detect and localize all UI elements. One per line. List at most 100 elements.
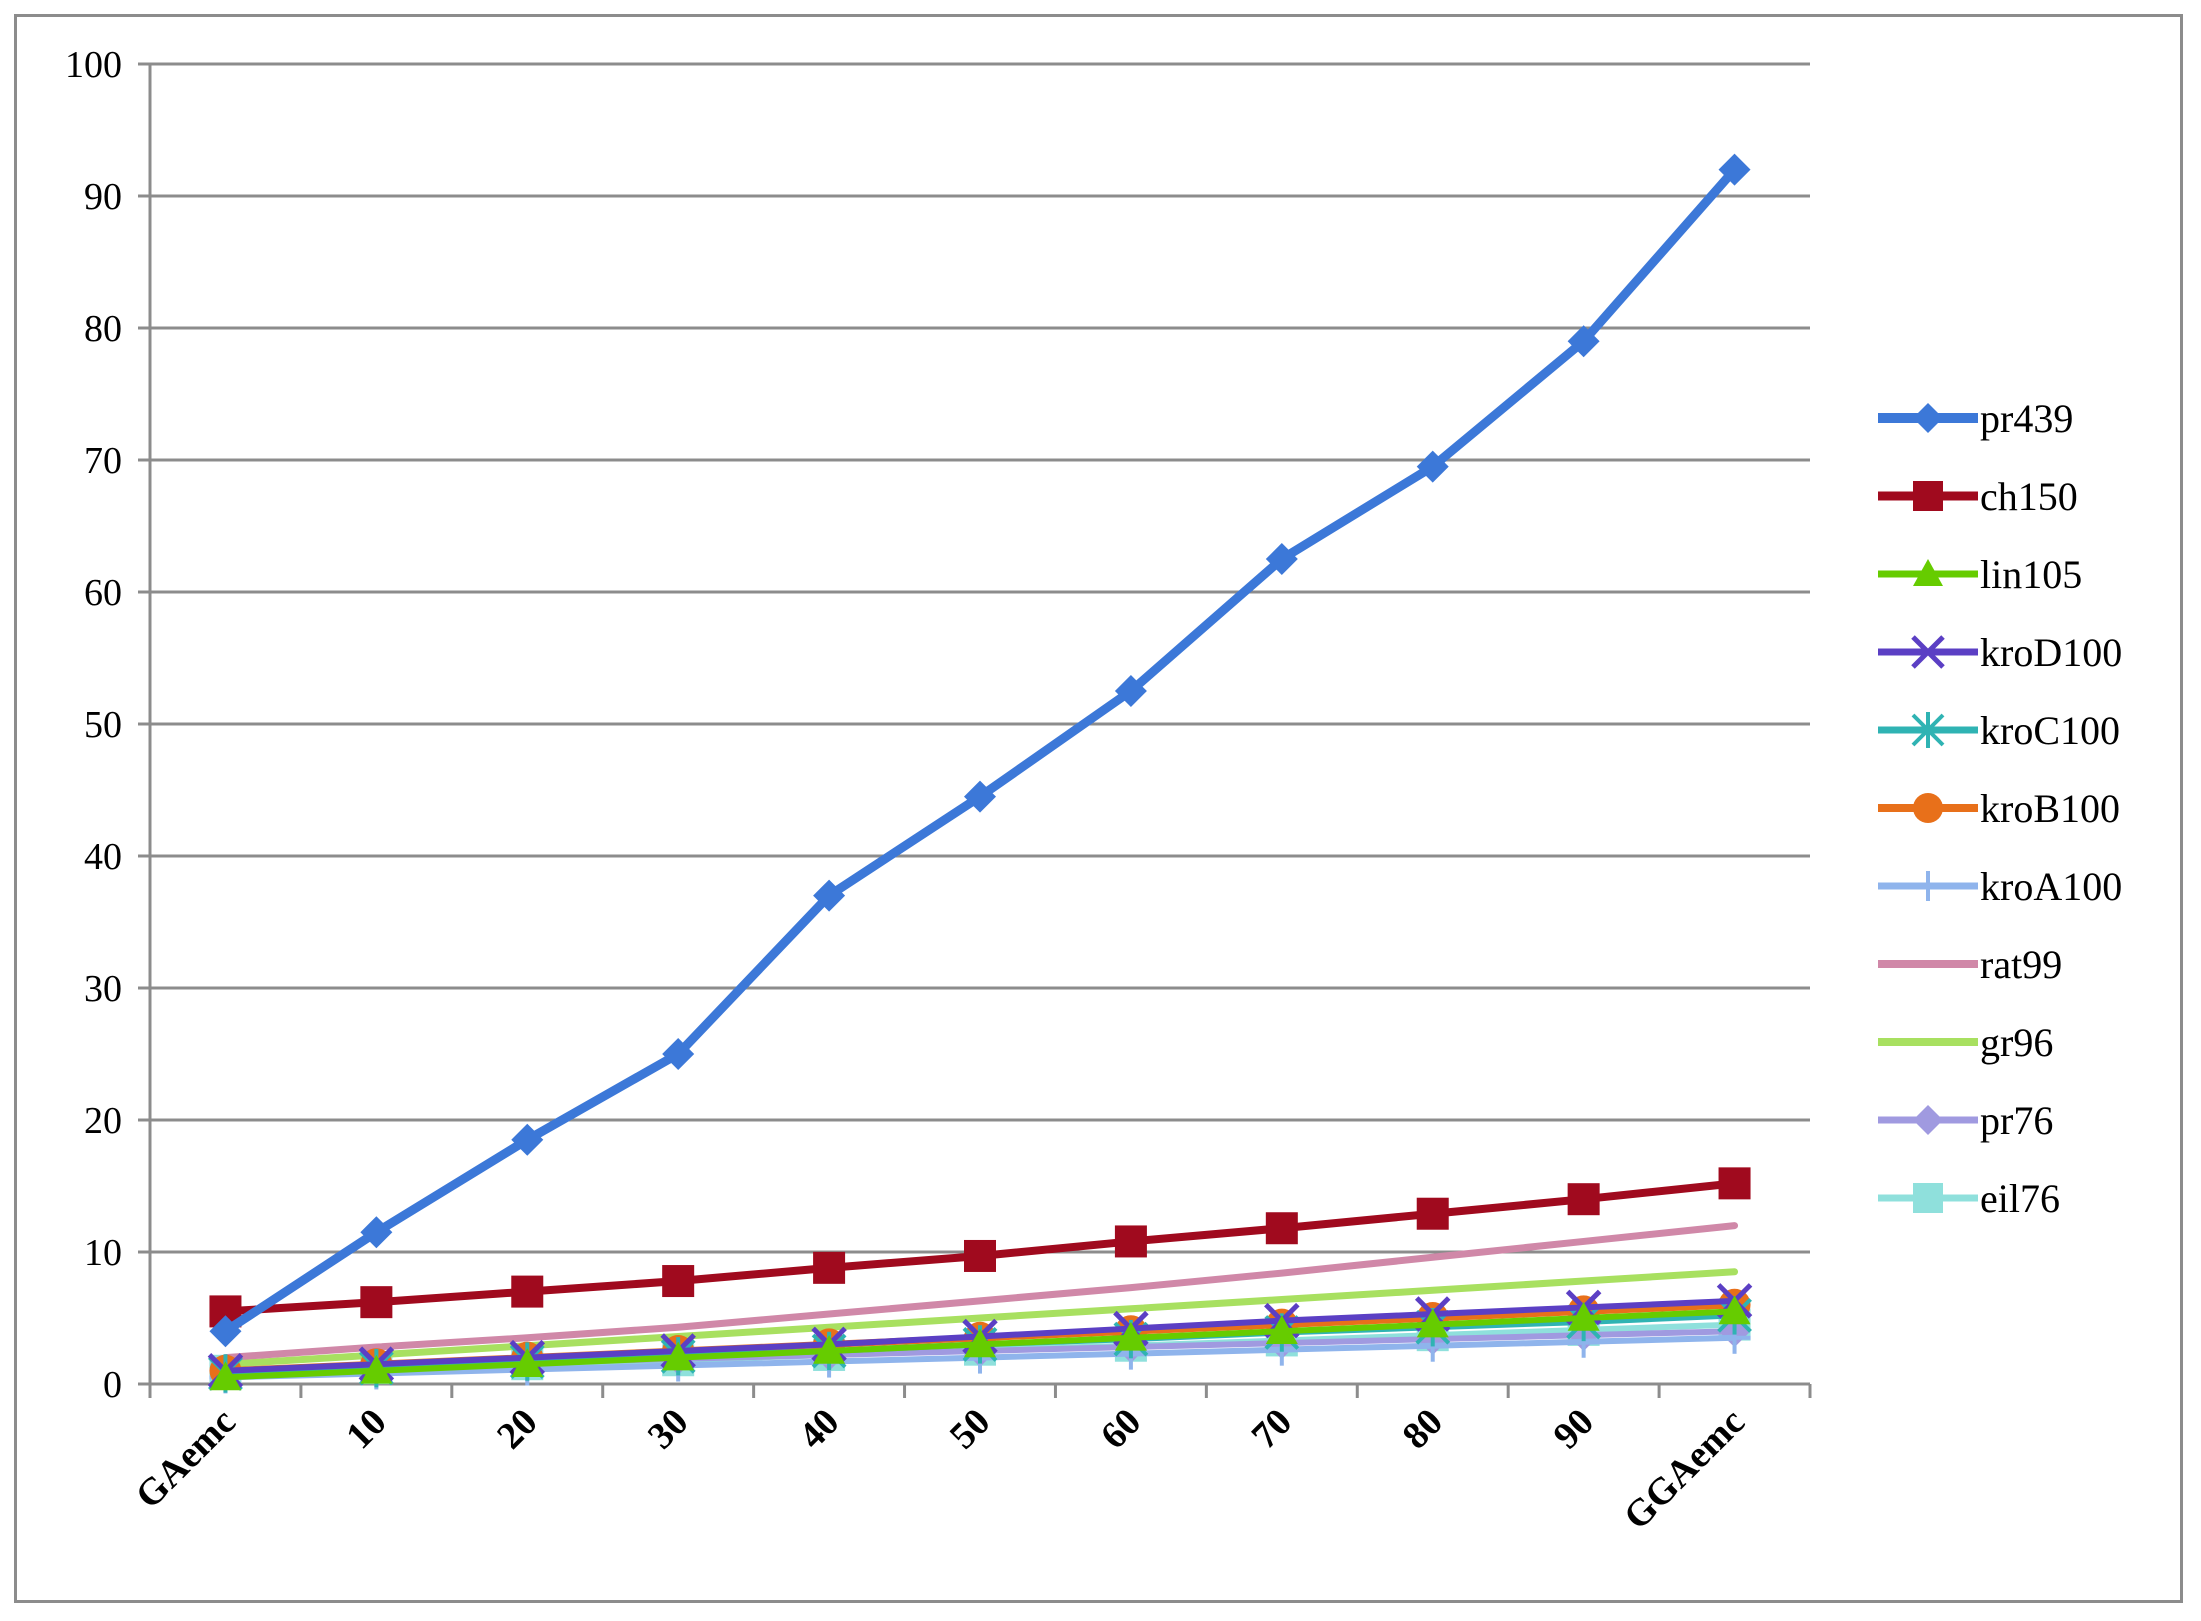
data-point-pr439-80: [1416, 450, 1449, 483]
legend-label-kroA100: kroA100: [1980, 864, 2122, 909]
legend-item-rat99: rat99: [1878, 942, 2062, 987]
legend-marker-eil76: [1913, 1183, 1943, 1213]
y-tick-label-0: 0: [103, 1364, 122, 1406]
data-point-lin105-10: [360, 1354, 393, 1384]
data-point-pr439-20: [511, 1123, 544, 1156]
data-point-lin105-80: [1416, 1308, 1449, 1338]
y-tick-label-90: 90: [84, 176, 122, 218]
x-axis-tick-labels: GAemc 10 20 30 40 50 60 70 80 90 GGAemc: [128, 1401, 1753, 1538]
legend-item-ch150: ch150: [1878, 474, 2078, 519]
data-point-lin105-60: [1114, 1321, 1147, 1351]
y-tick-label-10: 10: [84, 1232, 122, 1274]
legend-label-gr96: gr96: [1980, 1020, 2053, 1065]
x-tick-label-80: 80: [1395, 1401, 1452, 1458]
data-point-pr439-30: [662, 1038, 695, 1070]
data-point-lin105-GAemc: [209, 1361, 242, 1391]
data-point-ch150-30: [662, 1265, 695, 1298]
x-tick-label-GAemc: GAemc: [128, 1401, 244, 1517]
data-point-lin105-90: [1567, 1302, 1600, 1331]
x-tick-label-70: 70: [1244, 1401, 1301, 1458]
series-ch150: [209, 1167, 1751, 1328]
legend-label-pr439: pr439: [1980, 396, 2073, 441]
x-tick-label-30: 30: [640, 1401, 697, 1458]
legend-item-eil76: eil76: [1878, 1176, 2060, 1221]
data-point-pr439-40: [813, 879, 846, 912]
legend-label-rat99: rat99: [1980, 942, 2062, 987]
series-line-rat99: [221, 1222, 1739, 1362]
legend-label-ch150: ch150: [1980, 474, 2078, 519]
legend-item-kroA100: kroA100: [1878, 864, 2122, 909]
y-tick-label-40: 40: [84, 836, 122, 878]
data-point-pr439-90: [1567, 325, 1600, 358]
data-point-lin105-20: [511, 1348, 544, 1377]
series-lines: [207, 153, 1753, 1394]
legend-marker-lin105: [1913, 559, 1943, 586]
legend-item-lin105: lin105: [1878, 552, 2082, 597]
x-tick-label-60: 60: [1093, 1401, 1150, 1458]
y-tick-label-30: 30: [84, 968, 122, 1010]
legend-label-kroC100: kroC100: [1980, 708, 2120, 753]
legend-item-pr439: pr439: [1878, 396, 2073, 441]
data-point-pr439-GGAemc: [1718, 153, 1751, 186]
legend-marker-kroA100: [1913, 871, 1943, 901]
x-tick-label-50: 50: [942, 1401, 999, 1458]
legend-marker-ch150: [1913, 481, 1943, 511]
data-point-pr439-10: [360, 1216, 393, 1249]
data-point-ch150-20: [511, 1275, 544, 1308]
data-point-lin105-50: [964, 1328, 996, 1358]
data-point-ch150-80: [1416, 1197, 1449, 1230]
y-axis-tick-labels: 0 10 20 30 40 50 60 70 80 90 100: [65, 44, 122, 1406]
y-tick-label-20: 20: [84, 1100, 122, 1142]
series-line-gr96: [221, 1268, 1739, 1368]
legend-label-kroB100: kroB100: [1980, 786, 2120, 831]
data-point-ch150-GGAemc: [1718, 1167, 1751, 1200]
data-point-ch150-90: [1567, 1183, 1600, 1216]
data-point-lin105-30: [662, 1341, 695, 1371]
data-point-pr439-50: [964, 780, 996, 813]
series-gr96: [221, 1268, 1739, 1368]
data-point-pr439-60: [1114, 675, 1147, 707]
legend-marker-kroD100: [1911, 635, 1945, 669]
grid-lines: [150, 62, 1810, 1254]
legend-marker-pr76: [1913, 1105, 1943, 1135]
series-pr439: [209, 153, 1751, 1348]
data-point-ch150-40: [813, 1251, 846, 1284]
series-lin105: [209, 1295, 1751, 1391]
legend-label-pr76: pr76: [1980, 1098, 2053, 1143]
data-point-lin105-40: [813, 1335, 846, 1364]
axes: [138, 62, 1812, 1398]
x-tick-label-90: 90: [1545, 1401, 1602, 1458]
legend-item-kroD100: kroD100: [1878, 630, 2122, 675]
legend-marker-kroC100: [1911, 712, 1945, 748]
data-point-ch150-10: [360, 1286, 393, 1319]
legend: pr439 ch150 lin105 kroD100 kroC100 kroB100 kro…: [1878, 396, 2122, 1221]
y-tick-label-50: 50: [84, 704, 122, 746]
y-tick-label-60: 60: [84, 572, 122, 614]
legend-marker-pr439: [1913, 403, 1943, 433]
legend-item-kroB100: kroB100: [1878, 786, 2120, 831]
legend-item-pr76: pr76: [1878, 1098, 2053, 1143]
x-tick-label-40: 40: [791, 1401, 848, 1458]
legend-label-eil76: eil76: [1980, 1176, 2060, 1221]
data-point-pr439-70: [1265, 543, 1298, 575]
data-point-ch150-70: [1265, 1212, 1298, 1245]
data-point-lin105-GGAemc: [1718, 1295, 1751, 1325]
data-point-pr439-GAemc: [209, 1315, 242, 1348]
legend-label-lin105: lin105: [1980, 552, 2082, 597]
y-tick-label-80: 80: [84, 308, 122, 350]
y-tick-label-70: 70: [84, 440, 122, 482]
legend-label-kroD100: kroD100: [1980, 630, 2122, 675]
x-tick-label-GGAemc: GGAemc: [1616, 1401, 1753, 1538]
x-tick-label-20: 20: [489, 1401, 546, 1458]
series-rat99: [221, 1222, 1739, 1362]
y-tick-label-100: 100: [65, 44, 122, 86]
legend-marker-kroB100: [1913, 793, 1943, 823]
data-point-ch150-50: [964, 1239, 996, 1272]
series-line-pr439: [220, 165, 1740, 1336]
data-point-ch150-60: [1114, 1225, 1147, 1258]
data-point-lin105-70: [1265, 1315, 1298, 1344]
x-tick-label-10: 10: [338, 1401, 395, 1458]
legend-item-gr96: gr96: [1878, 1020, 2053, 1065]
legend-item-kroC100: kroC100: [1878, 708, 2120, 753]
